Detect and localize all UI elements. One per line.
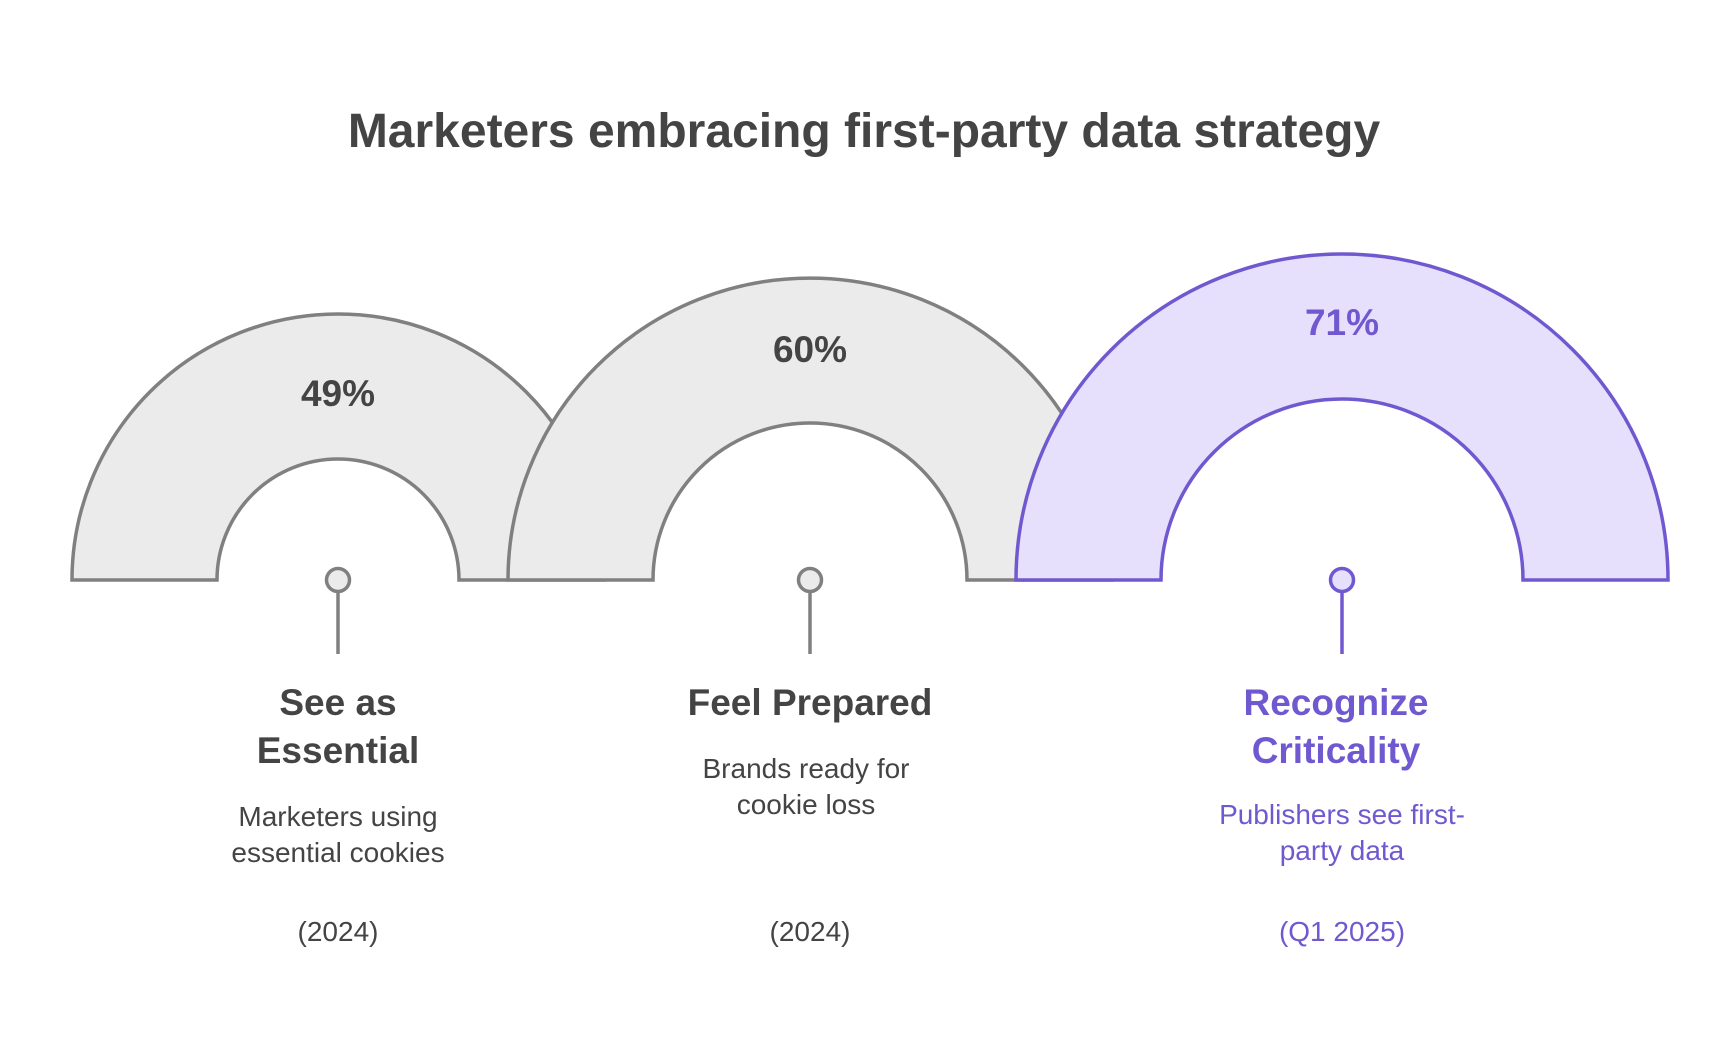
- item-description: essential cookies: [231, 837, 444, 868]
- item-heading: Feel Prepared: [688, 682, 933, 723]
- percent-label: 71%: [1305, 302, 1379, 343]
- item-year: (2024): [298, 916, 379, 947]
- pin-marker: [324, 566, 352, 654]
- pin-dot: [796, 566, 824, 594]
- item-description: Publishers see first-: [1219, 799, 1465, 830]
- pin-dot: [1328, 566, 1356, 594]
- item-heading: Recognize: [1243, 682, 1428, 723]
- item-heading: Criticality: [1252, 730, 1421, 771]
- percent-label: 60%: [773, 329, 847, 370]
- item-year: (2024): [770, 916, 851, 947]
- percent-label: 49%: [301, 373, 375, 414]
- item-description: cookie loss: [737, 789, 876, 820]
- pin-marker: [1328, 566, 1356, 654]
- arches-layer: [70, 252, 1670, 582]
- item-heading: Essential: [257, 730, 419, 771]
- pin-marker: [796, 566, 824, 654]
- page-title: Marketers embracing first-party data str…: [348, 105, 1381, 158]
- pin-dot: [324, 566, 352, 594]
- arch-recognize-criticality: [1014, 252, 1670, 582]
- item-year: (Q1 2025): [1279, 916, 1405, 947]
- item-feel-prepared: Feel Prepared Brands ready for cookie lo…: [688, 682, 933, 947]
- item-description: party data: [1280, 835, 1405, 866]
- item-recognize-criticality: Recognize Criticality Publishers see fir…: [1219, 682, 1465, 947]
- item-description: Marketers using: [238, 801, 437, 832]
- item-description: Brands ready for: [703, 753, 910, 784]
- item-see-as-essential: See as Essential Marketers using essenti…: [231, 682, 444, 947]
- item-heading: See as: [279, 682, 396, 723]
